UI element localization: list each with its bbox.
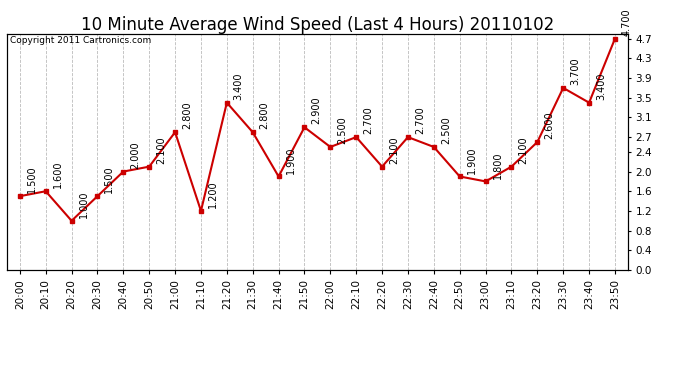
- Text: 2.900: 2.900: [311, 97, 322, 124]
- Text: 2.100: 2.100: [389, 136, 399, 164]
- Title: 10 Minute Average Wind Speed (Last 4 Hours) 20110102: 10 Minute Average Wind Speed (Last 4 Hou…: [81, 16, 554, 34]
- Text: 1.500: 1.500: [104, 166, 115, 194]
- Text: 1.900: 1.900: [466, 146, 477, 174]
- Text: 2.700: 2.700: [363, 106, 373, 134]
- Text: 2.100: 2.100: [518, 136, 529, 164]
- Text: 2.600: 2.600: [544, 112, 554, 139]
- Text: 3.400: 3.400: [234, 72, 244, 100]
- Text: 1.500: 1.500: [27, 166, 37, 194]
- Text: 1.800: 1.800: [493, 151, 502, 178]
- Text: 2.500: 2.500: [337, 116, 347, 144]
- Text: 1.200: 1.200: [208, 180, 218, 208]
- Text: 2.800: 2.800: [182, 102, 192, 129]
- Text: 3.400: 3.400: [596, 72, 606, 100]
- Text: 1.600: 1.600: [52, 161, 63, 189]
- Text: Copyright 2011 Cartronics.com: Copyright 2011 Cartronics.com: [10, 36, 151, 45]
- Text: 2.500: 2.500: [441, 116, 451, 144]
- Text: 3.700: 3.700: [570, 57, 580, 85]
- Text: 2.000: 2.000: [130, 141, 140, 169]
- Text: 2.100: 2.100: [156, 136, 166, 164]
- Text: 4.700: 4.700: [622, 8, 632, 36]
- Text: 1.000: 1.000: [79, 190, 88, 218]
- Text: 2.700: 2.700: [415, 106, 425, 134]
- Text: 1.900: 1.900: [286, 146, 295, 174]
- Text: 2.800: 2.800: [259, 102, 270, 129]
